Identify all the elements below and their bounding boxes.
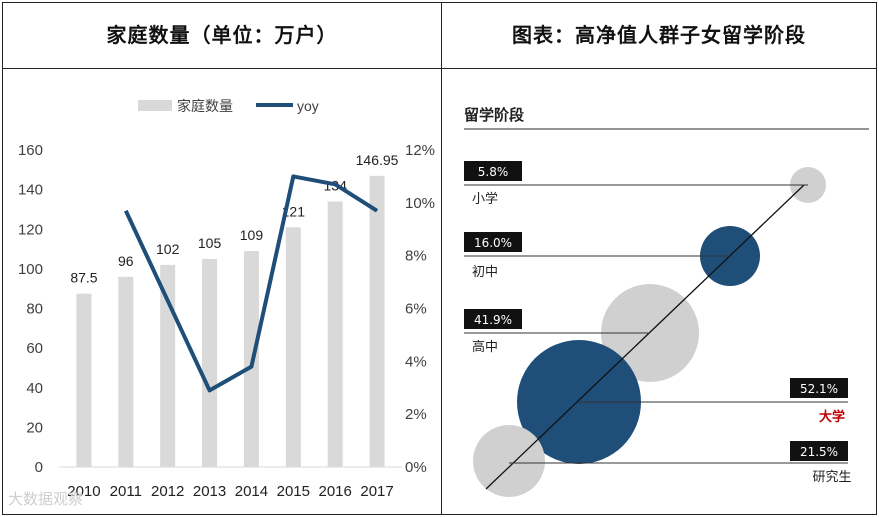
bar-2017: [369, 175, 385, 467]
household-count-chart: 家庭数量 yoy 0 20 40 60 80 100 120 140 160 0% 2% 4% 6% 8% 10…: [18, 98, 435, 500]
x-tick-label: 2014: [235, 483, 268, 500]
stage-label: 高中: [472, 339, 498, 355]
stage-label: 小学: [472, 191, 498, 207]
y-left-tick-label: 140: [18, 182, 43, 199]
y-left-tick-label: 0: [35, 459, 43, 476]
bar-data-label: 146.95: [356, 152, 399, 168]
bar-2011: [118, 276, 134, 467]
y-right-tick-label: 6%: [405, 301, 427, 318]
x-tick-label: 2015: [277, 483, 310, 500]
x-tick-label: 2012: [151, 483, 184, 500]
stage-label: 大学: [819, 409, 845, 425]
right-panel-title: 图表：高净值人群子女留学阶段: [512, 22, 806, 47]
y-right-tick-label: 10%: [405, 195, 435, 212]
bar-data-label: 109: [240, 227, 264, 243]
legend-bar-label: 家庭数量: [177, 98, 233, 114]
x-tick-label: 2013: [193, 483, 226, 500]
y-left-tick-label: 100: [18, 261, 43, 278]
x-tick-label: 2017: [360, 483, 393, 500]
bubble-5: [473, 425, 545, 497]
y-right-tick-label: 2%: [405, 406, 427, 423]
y-left-tick-label: 160: [18, 142, 43, 159]
y-right-tick-label: 0%: [405, 459, 427, 476]
y-left-tick-label: 80: [26, 301, 43, 318]
y-right-tick-label: 4%: [405, 353, 427, 370]
pct-label: 16.0%: [474, 236, 512, 250]
pct-box: [464, 232, 522, 252]
bar-data-label: 102: [156, 241, 180, 257]
x-tick-label: 2016: [319, 483, 352, 500]
x-tick-label: 2010: [67, 483, 100, 500]
y-left-tick-label: 40: [26, 380, 43, 397]
bar-2010: [76, 293, 92, 467]
stage-label: 研究生: [812, 470, 851, 485]
y-left-tick-label: 20: [26, 419, 43, 436]
pct-label: 21.5%: [800, 445, 838, 459]
diagonal-line: [485, 184, 805, 490]
pct-box: [464, 161, 522, 181]
bar-2013: [202, 258, 218, 467]
y-right-tick-label: 8%: [405, 248, 427, 265]
study-abroad-stage-chart: 留学阶段 5.8% 小学 16.0% 初中 41.9% 高中 52.1% 大学 21.5% 研究生: [464, 106, 869, 497]
pct-box: [464, 309, 522, 329]
watermark: 大数据观察: [8, 490, 84, 508]
pct-label: 5.8%: [478, 165, 509, 179]
bar-2015: [285, 227, 301, 467]
bar-data-label: 96: [118, 253, 134, 269]
legend-line-label: yoy: [297, 98, 319, 114]
left-panel-title: 家庭数量（单位：万户）: [106, 22, 338, 47]
y-right-tick-label: 12%: [405, 142, 435, 159]
bar-2016: [327, 201, 343, 467]
pct-box: [790, 378, 848, 398]
bar-2012: [160, 264, 176, 467]
y-left-tick-label: 60: [26, 340, 43, 357]
y-left-tick-label: 120: [18, 221, 43, 238]
x-tick-label: 2011: [110, 483, 142, 500]
pct-label: 41.9%: [474, 313, 512, 327]
section-title: 留学阶段: [464, 106, 524, 124]
stage-label: 初中: [472, 265, 498, 280]
pct-label: 52.1%: [800, 382, 838, 396]
bar-data-label: 105: [198, 235, 222, 251]
pct-box: [790, 441, 848, 461]
bar-data-label: 87.5: [70, 270, 97, 286]
legend-bar-swatch: [138, 100, 172, 111]
